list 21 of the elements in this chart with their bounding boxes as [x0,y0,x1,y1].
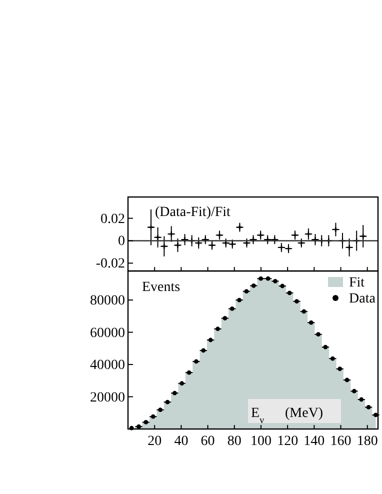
x-tick-label: 40 [174,434,188,449]
annotation: (Data-Fit)/Fit [155,205,231,220]
y-tick-label: 40000 [90,358,125,374]
x-tick-label: 80 [227,434,242,449]
y-axis-title: Events [142,280,180,295]
y-tick-label: 0 [118,234,125,250]
legend-label: Fit [349,276,365,290]
x-tick-label: 140 [304,434,325,449]
x-tick-label: 100 [250,434,272,449]
x-tick-label: 180 [356,434,378,449]
y-tick-label: -0.02 [96,256,125,272]
y-tick-label: 60000 [90,326,125,341]
x-tick-label: 120 [277,434,298,449]
y-tick-label: 80000 [90,294,125,309]
text: E$_{ν}$ (MeV) [251,406,324,426]
x-tick-label: 160 [330,434,352,449]
y-tick-label: 20000 [90,390,125,406]
x-tick-label: 60 [200,434,215,449]
y-tick-label: 0.02 [100,212,125,227]
legend-label: Data [349,292,376,306]
x-tick-label: 20 [148,434,162,449]
